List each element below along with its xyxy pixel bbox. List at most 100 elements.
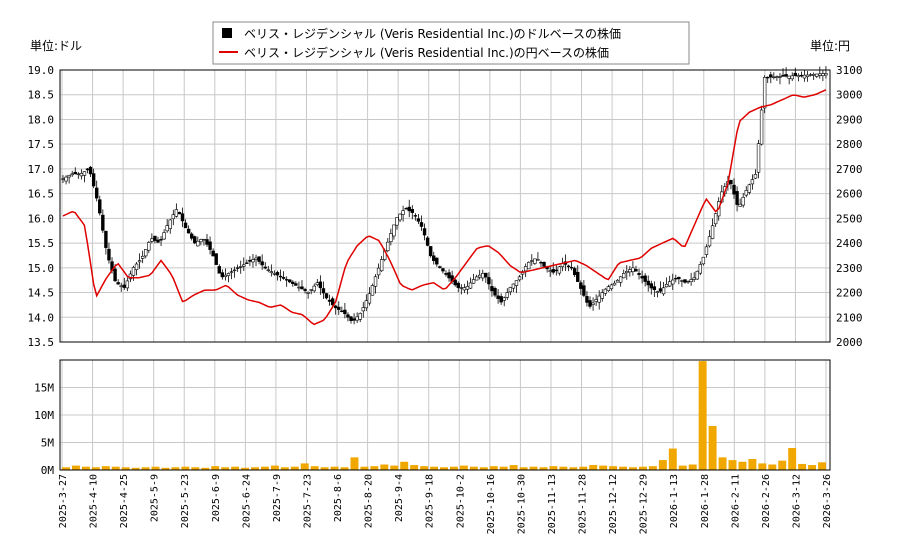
usd-tick-label: 13.5 — [28, 336, 55, 349]
volume-bar — [569, 467, 578, 470]
volume-bar — [788, 448, 797, 470]
usd-candle-body — [704, 246, 709, 255]
usd-candle-body — [539, 262, 543, 264]
usd-candle-body — [710, 225, 715, 239]
volume-bar — [469, 466, 478, 470]
volume-bar — [589, 465, 598, 470]
volume-bar — [489, 466, 498, 470]
usd-candle-body — [572, 268, 577, 276]
volume-bar — [380, 464, 389, 470]
usd-candle-body — [337, 306, 341, 310]
usd-candle-body — [655, 291, 660, 293]
usd-candle-body — [530, 260, 534, 262]
usd-candle-body — [496, 295, 500, 299]
usd-candle-body — [361, 307, 365, 312]
volume-bar — [609, 466, 618, 470]
date-tick-label: 2025-11-28 — [578, 474, 589, 534]
volume-bar — [410, 465, 419, 470]
usd-tick-label: 16.5 — [28, 188, 55, 201]
usd-candle-body — [493, 288, 497, 296]
usd-candle-body — [689, 279, 693, 282]
usd-candle-body — [435, 257, 439, 265]
usd-candle-body — [343, 309, 347, 315]
usd-candle-body — [229, 271, 234, 273]
usd-candle-body — [597, 295, 601, 303]
usd-candle-body — [101, 214, 105, 231]
volume-bar — [619, 466, 628, 470]
jpy-tick-label: 2600 — [836, 188, 863, 201]
volume-bar — [161, 467, 170, 470]
volume-bar — [479, 467, 488, 470]
usd-candle-body — [499, 296, 503, 303]
usd-tick-label: 18.5 — [28, 89, 55, 102]
usd-candle-body — [425, 237, 430, 246]
usd-candle-body — [239, 266, 243, 268]
usd-candle-body — [631, 267, 635, 273]
date-tick-label: 2025-12-12 — [608, 474, 619, 534]
volume-bar — [151, 466, 160, 470]
volume-bars — [62, 361, 826, 470]
usd-candle-body — [701, 256, 706, 265]
date-tick-label: 2025-10-16 — [486, 474, 497, 534]
date-tick-label: 2025-4-25 — [119, 474, 130, 528]
price-frame — [59, 69, 831, 343]
usd-candle-body — [481, 273, 485, 279]
volume-bar — [101, 466, 110, 470]
volume-bar — [91, 467, 100, 470]
usd-candle-body — [759, 109, 764, 145]
date-tick-label: 2025-6-9 — [211, 474, 222, 522]
usd-candle-body — [177, 211, 182, 215]
usd-candle-body — [64, 176, 68, 182]
usd-candle-body — [186, 228, 191, 234]
usd-candle-body — [91, 173, 96, 187]
usd-candle-body — [79, 173, 84, 177]
volume-bar — [668, 448, 677, 470]
usd-candle-body — [306, 292, 310, 294]
usd-candle-body — [205, 239, 209, 245]
usd-candle-body — [802, 74, 807, 79]
usd-candle-body — [113, 268, 117, 282]
volume-bar — [509, 465, 518, 470]
volume-bar — [459, 465, 468, 470]
usd-candle-body — [196, 240, 200, 247]
usd-candle-body — [73, 171, 77, 175]
volume-bar — [499, 466, 508, 470]
jpy-tick-label: 3000 — [836, 89, 863, 102]
usd-candle-body — [263, 266, 267, 269]
usd-candle-body — [459, 287, 464, 289]
legend-usd-swatch — [222, 28, 232, 38]
usd-candle-body — [634, 269, 638, 272]
date-tick-label: 2025-10-2 — [455, 474, 466, 528]
usd-candle-body — [612, 282, 617, 286]
usd-tick-label: 16.0 — [28, 212, 55, 225]
usd-candle-body — [251, 259, 255, 263]
usd-candle-body — [438, 266, 442, 268]
usd-candle-body — [818, 73, 822, 76]
usd-candle-body — [484, 272, 488, 278]
volume-bar — [280, 467, 289, 470]
usd-candle-body — [658, 288, 663, 292]
volume-bar — [171, 467, 180, 470]
usd-tick-label: 14.0 — [28, 311, 55, 324]
usd-candle-body — [147, 242, 151, 251]
usd-candle-body — [183, 222, 188, 229]
usd-candle-body — [741, 196, 745, 206]
usd-candle-body — [422, 228, 427, 236]
usd-candle-body — [793, 72, 797, 76]
usd-axis: 13.5 14.0 14.5 15.0 15.5 16.0 16.5 17.0 17.5 18.0… — [28, 64, 55, 349]
usd-candle-body — [104, 230, 108, 248]
usd-candle-body — [766, 76, 770, 79]
usd-candle-body — [245, 262, 249, 264]
usd-candle-body — [220, 272, 225, 278]
usd-candle-body — [603, 288, 608, 294]
volume-bar — [300, 463, 309, 470]
usd-candle-body — [652, 286, 657, 291]
usd-candle-body — [640, 276, 644, 279]
price-grid — [60, 69, 830, 343]
usd-candle-body — [82, 171, 87, 176]
usd-candle-body — [594, 299, 598, 302]
volume-bar — [420, 466, 429, 470]
volume-bar — [748, 459, 757, 470]
usd-candle-body — [799, 74, 804, 77]
